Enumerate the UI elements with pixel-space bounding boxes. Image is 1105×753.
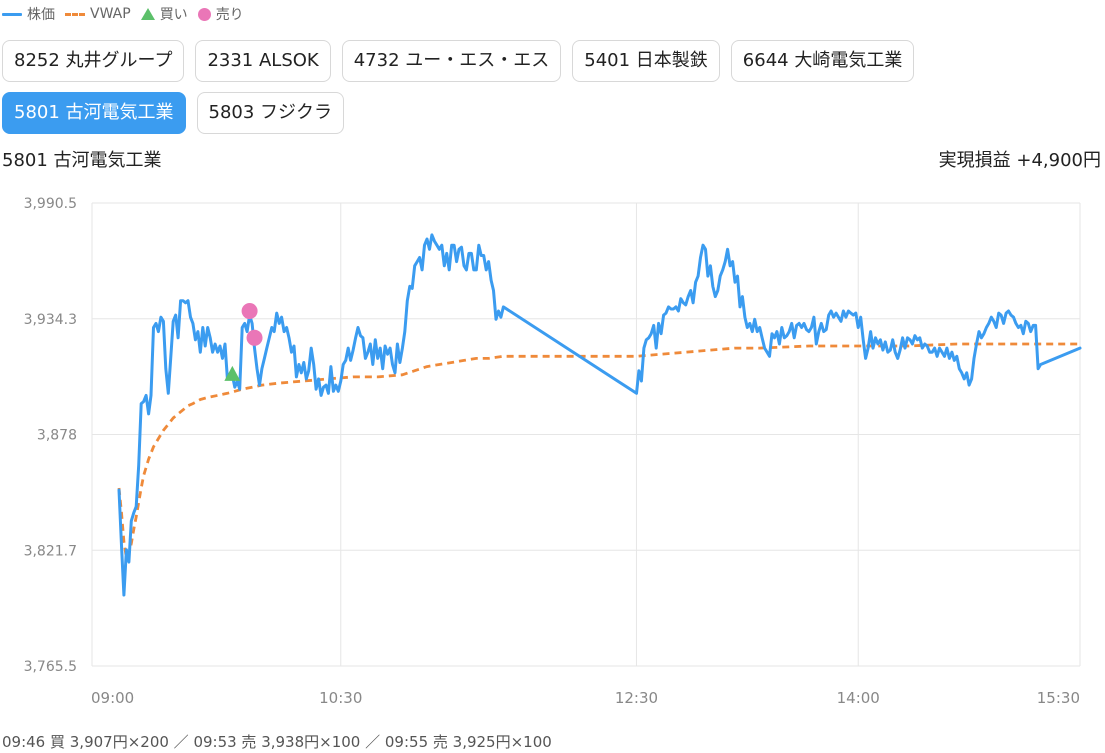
y-tick-label: 3,878 (37, 428, 77, 444)
legend-item-dashed: VWAP (65, 6, 131, 22)
chart-legend: 株価 VWAP 買い 売り (2, 3, 244, 25)
legend-item-triangle: 買い (140, 4, 188, 24)
trade-summary: 09:46 買 3,907円×200 ／ 09:53 売 3,938円×100 … (2, 733, 552, 751)
stock-tab[interactable]: 5401 日本製鉄 (572, 40, 720, 82)
chart-grid (91, 202, 1081, 667)
trade-markers (224, 303, 263, 381)
stock-tab[interactable]: 4732 ユー・エス・エス (341, 40, 562, 82)
x-tick-label: 15:30 (1037, 689, 1080, 707)
x-axis: 09:00 10:30 12:30 14:00 15:30 (91, 689, 1080, 707)
stock-tab[interactable]: 2331 ALSOK (195, 40, 331, 82)
sell-marker (246, 329, 263, 346)
legend-item-line: 株価 (2, 4, 55, 24)
chart-header: 5801 古河電気工業 実現損益 +4,900円 (2, 146, 1101, 172)
y-tick-label: 3,990.5 (24, 196, 77, 212)
chart-title: 5801 古河電気工業 (2, 150, 162, 171)
y-tick-label: 3,821.7 (24, 543, 77, 559)
y-tick-label: 3,765.5 (24, 659, 77, 675)
legend-label: 株価 (27, 7, 55, 23)
vwap-line (117, 342, 1080, 560)
legend-line-swatch (2, 12, 22, 16)
stock-tabs: 8252 丸井グループ 2331 ALSOK 4732 ユー・エス・エス 5401 日… (2, 40, 1082, 134)
chart-series (117, 233, 1082, 597)
stock-tab[interactable]: 8252 丸井グループ (2, 40, 185, 82)
legend-label: VWAP (90, 6, 131, 22)
legend-label: 買い (159, 7, 188, 23)
buy-marker (224, 365, 241, 381)
stock-tab[interactable]: 6644 大崎電気工業 (730, 40, 915, 82)
x-tick-label: 12:30 (615, 689, 658, 707)
legend-item-dot: 売り (197, 4, 244, 24)
legend-label: 売り (215, 7, 244, 23)
legend-dot-swatch (197, 7, 211, 21)
stock-tab[interactable]: 5801 古河電気工業 (2, 92, 186, 134)
legend-triangle-swatch (140, 8, 155, 20)
realized-pnl: 実現損益 +4,900円 (938, 150, 1101, 171)
x-tick-label: 14:00 (837, 689, 880, 707)
y-tick-label: 3,934.3 (24, 312, 77, 328)
price-chart: 3,765.5 3,821.7 3,878 3,934.3 3,990.5 09:00 1… (24, 196, 1082, 707)
x-tick-label: 10:30 (319, 689, 362, 707)
legend-dashed-swatch (65, 12, 85, 16)
stock-tab[interactable]: 5803 フジクラ (196, 92, 345, 134)
price-line (117, 233, 1082, 597)
x-tick-label: 09:00 (91, 689, 134, 707)
y-axis: 3,765.5 3,821.7 3,878 3,934.3 3,990.5 (24, 196, 77, 675)
sell-marker (241, 303, 258, 320)
